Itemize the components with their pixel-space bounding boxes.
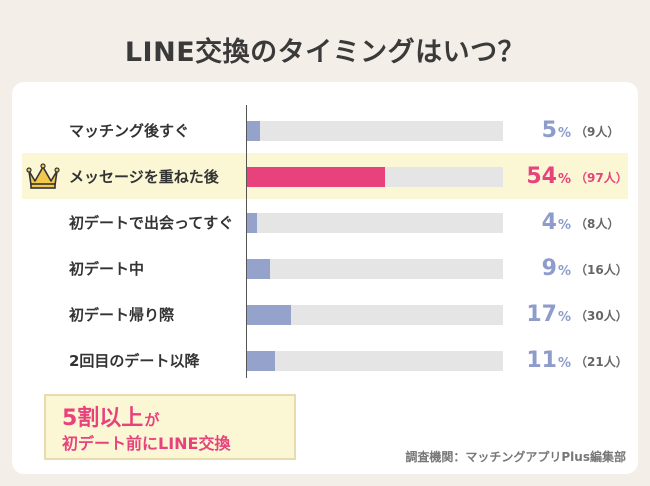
- bar: [247, 351, 275, 371]
- bar: [247, 213, 257, 233]
- value-label: 17%: [505, 300, 571, 330]
- category-label: マッチング後すぐ: [69, 122, 190, 140]
- value-number: 54: [526, 164, 557, 189]
- callout-headline: 5割以上が: [62, 400, 159, 432]
- category-label: 初デート帰り際: [69, 306, 175, 324]
- value-label: 9%: [505, 254, 571, 284]
- bar-track: [247, 351, 503, 371]
- value-unit: %: [557, 264, 571, 279]
- bar: [247, 259, 270, 279]
- chart-title: LINE交換のタイミングはいつ？: [124, 37, 526, 68]
- value-number: 9: [541, 256, 557, 281]
- respondent-count: （9人）: [575, 125, 620, 139]
- value-label: 54%: [505, 162, 571, 192]
- crown-icon: [26, 163, 60, 189]
- value-unit: %: [557, 356, 571, 371]
- respondent-count: （30人）: [575, 309, 628, 323]
- callout-headline-big: 5割以上: [62, 406, 144, 431]
- category-label: 初デート中: [69, 260, 145, 278]
- value-unit: %: [557, 310, 571, 325]
- respondent-count: （16人）: [575, 263, 628, 277]
- category-label: メッセージを重ねた後: [69, 168, 219, 186]
- value-unit: %: [557, 126, 571, 141]
- bar: [247, 305, 291, 325]
- value-unit: %: [557, 218, 571, 233]
- respondent-count: （21人）: [575, 355, 628, 369]
- respondent-count: （8人）: [575, 217, 620, 231]
- bar-track: [247, 213, 503, 233]
- bar-track: [247, 259, 503, 279]
- bar: [247, 121, 260, 141]
- bar: [247, 167, 385, 187]
- source-credit: 調査機関：マッチングアプリPlus編集部: [405, 450, 626, 464]
- category-label: 2回目のデート以降: [69, 352, 200, 370]
- callout-headline-small: が: [144, 411, 160, 429]
- value-number: 4: [541, 210, 557, 235]
- value-label: 5%: [505, 116, 571, 146]
- value-number: 5: [541, 118, 557, 143]
- value-label: 4%: [505, 208, 571, 238]
- callout-box: [44, 394, 296, 460]
- value-number: 11: [526, 348, 557, 373]
- chart-axis-line: [246, 105, 247, 378]
- bar-track: [247, 305, 503, 325]
- value-number: 17: [526, 302, 557, 327]
- callout-subline: 初デート前にLINE交換: [62, 434, 231, 453]
- value-label: 11%: [505, 346, 571, 376]
- respondent-count: （97人）: [575, 171, 628, 185]
- bar-track: [247, 121, 503, 141]
- category-label: 初デートで出会ってすぐ: [69, 214, 234, 232]
- value-unit: %: [557, 172, 571, 187]
